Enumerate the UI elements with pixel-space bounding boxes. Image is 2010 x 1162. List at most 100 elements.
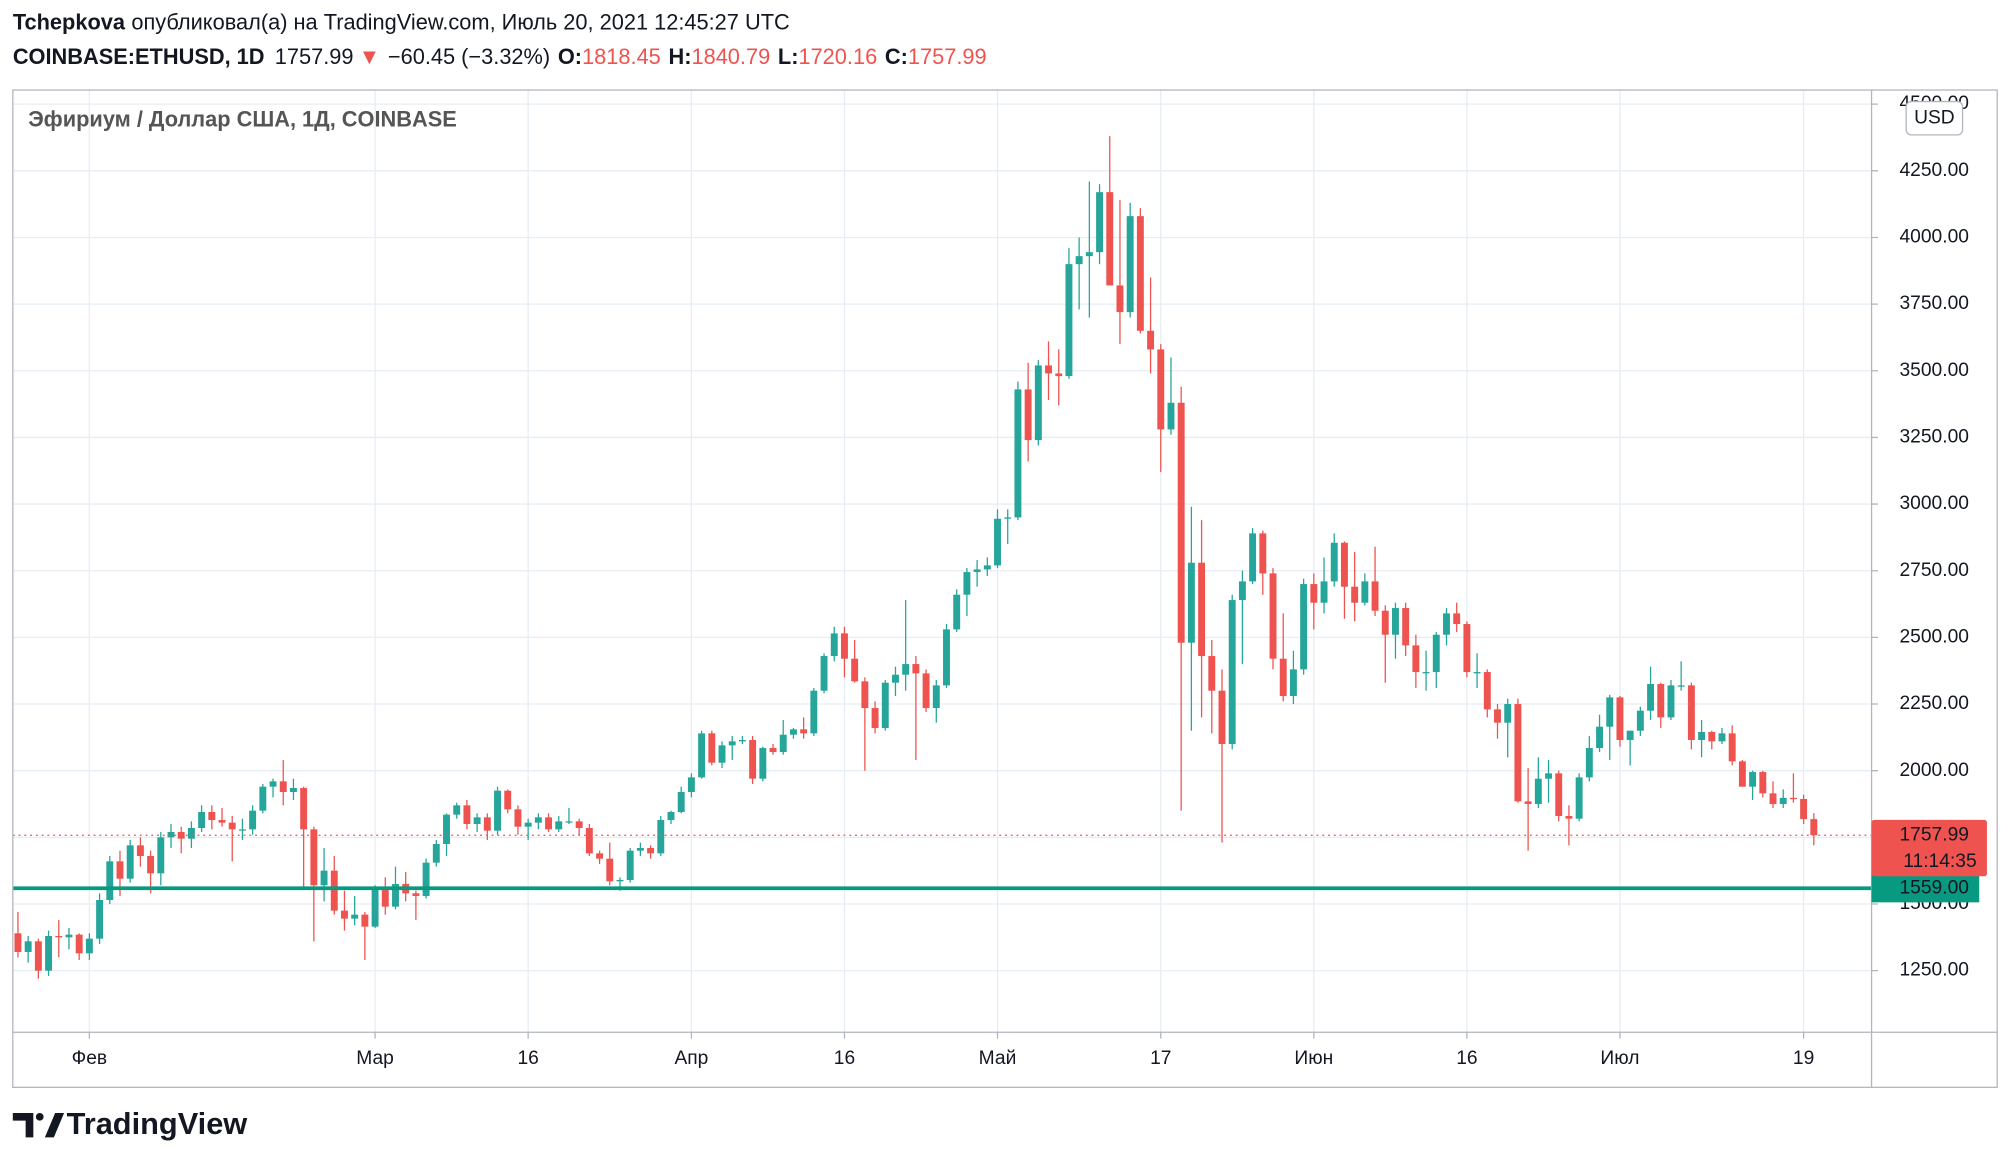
candle-body	[126, 845, 134, 879]
candle-body	[1371, 581, 1379, 611]
candle-body	[1075, 256, 1083, 265]
candle-body	[708, 733, 716, 763]
last-price-box	[1871, 819, 1987, 877]
candle-body	[1759, 772, 1767, 794]
candle-body	[1769, 793, 1777, 805]
candle-body	[1330, 542, 1338, 582]
candle-body	[657, 820, 665, 854]
candle-body	[1208, 656, 1216, 691]
candle-body	[932, 685, 940, 709]
candle-body	[1636, 710, 1644, 731]
candle-body	[1504, 704, 1512, 723]
currency-badge[interactable]	[1905, 100, 1964, 136]
candle-body	[1269, 573, 1277, 659]
candle-body	[759, 748, 767, 779]
change: −60.45 (−3.32%)	[388, 44, 550, 69]
chart-title: Эфириум / Доллар США, 1Д, COINBASE	[28, 107, 457, 132]
candle-body	[626, 850, 634, 880]
candle-body	[453, 805, 461, 815]
candle-body	[1422, 672, 1430, 674]
candle-body	[871, 708, 879, 729]
candle-body	[1116, 285, 1124, 313]
candle-body	[1024, 389, 1032, 441]
candle-body	[1432, 634, 1440, 673]
level-label-box	[1871, 874, 1980, 903]
candle-body	[443, 814, 450, 845]
y-tick-label: 3000.00	[1899, 493, 1968, 514]
candle-body	[1616, 697, 1624, 741]
candle-body	[483, 817, 491, 831]
countdown: 11:14:35	[1903, 851, 1976, 872]
candle-body	[912, 664, 920, 674]
candle-body	[320, 870, 328, 886]
candle-body	[545, 817, 553, 830]
high-value: 1840.79	[691, 44, 770, 69]
y-tick-label: 4000.00	[1899, 227, 1968, 248]
candle-body	[1310, 584, 1318, 603]
candle-body	[1483, 672, 1491, 710]
candle-body	[677, 792, 685, 813]
candle-body	[698, 733, 706, 778]
candle-body	[963, 572, 971, 595]
candle-body	[789, 729, 797, 735]
candle-body	[1779, 797, 1787, 805]
candle-body	[1626, 730, 1634, 741]
candle-body	[1126, 216, 1134, 313]
candle-body	[504, 790, 512, 810]
candle-body	[1657, 684, 1665, 718]
candle-body	[1320, 581, 1328, 603]
candle-body	[738, 740, 746, 742]
candle-body	[1575, 777, 1583, 819]
logo-mark	[12, 1112, 34, 1138]
overlay	[12, 834, 1872, 891]
candle-body	[1738, 761, 1746, 787]
candle-body	[432, 844, 440, 863]
candle-body	[96, 899, 104, 939]
candle-body	[647, 847, 655, 854]
candle-body	[830, 633, 838, 657]
candle-body	[1106, 192, 1114, 286]
candle-body	[1014, 389, 1022, 518]
symbol: COINBASE:ETHUSD, 1D	[13, 44, 265, 69]
candle-body	[289, 788, 297, 793]
candle-body	[1096, 192, 1104, 253]
candle-body	[769, 748, 777, 753]
brand: TradingView	[67, 1106, 248, 1141]
candle-body	[575, 821, 583, 829]
candle-body	[1147, 330, 1155, 350]
candle-body	[1677, 685, 1685, 687]
candle-body	[1279, 658, 1287, 697]
last-price: 1757.99	[275, 44, 354, 69]
x-tick-label: Май	[979, 1048, 1017, 1069]
candle-body	[1055, 373, 1063, 377]
low-value: 1720.16	[798, 44, 877, 69]
candle-body	[1065, 264, 1073, 377]
currency: USD	[1914, 107, 1955, 128]
candle-body	[45, 935, 53, 971]
candle-body	[1249, 533, 1257, 582]
candle-body	[65, 934, 73, 938]
candle-body	[820, 656, 828, 691]
candle-body	[1228, 600, 1236, 745]
candle-body	[412, 893, 420, 896]
candle-body	[1718, 733, 1726, 742]
change-arrow: ▼	[359, 44, 381, 69]
candle-body	[840, 633, 848, 659]
x-tick-label: 19	[1793, 1048, 1814, 1069]
candle-body	[494, 790, 501, 831]
candle-body	[269, 781, 277, 787]
candle-body	[1412, 645, 1420, 673]
grid	[12, 90, 1872, 1033]
x-tick-label: 17	[1150, 1048, 1171, 1069]
publish-line: Tchepkova опубликовал(а) на TradingView.c…	[13, 9, 790, 34]
candle-body	[1085, 252, 1093, 257]
x-tick-label: 16	[517, 1048, 538, 1069]
candle-body	[473, 817, 481, 825]
open-value: 1818.45	[582, 44, 661, 69]
y-tick-label: 2500.00	[1899, 626, 1968, 647]
candle-body	[1289, 669, 1297, 697]
candle-body	[147, 855, 155, 874]
candle-body	[1259, 533, 1267, 574]
candle-body	[810, 690, 818, 734]
candle-body	[943, 629, 950, 686]
